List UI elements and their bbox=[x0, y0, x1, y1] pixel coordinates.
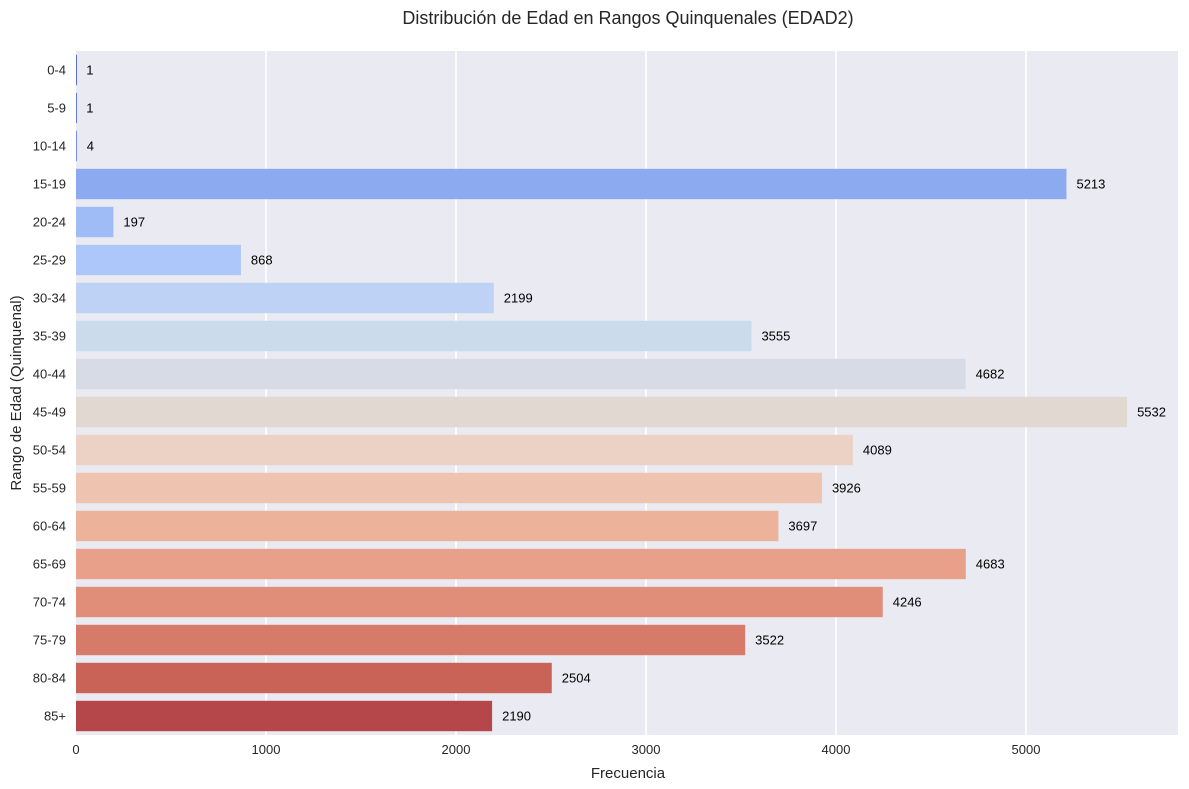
y-tick-label: 30-34 bbox=[33, 291, 66, 306]
bars bbox=[76, 54, 1128, 732]
y-tick-label: 25-29 bbox=[33, 253, 66, 268]
x-tick-label: 2000 bbox=[442, 742, 471, 757]
bar-30-34 bbox=[76, 282, 494, 314]
data-label-20-24: 197 bbox=[123, 215, 145, 230]
bar-35-39 bbox=[76, 320, 752, 352]
data-label-80-84: 2504 bbox=[562, 671, 591, 686]
data-label-60-64: 3697 bbox=[788, 519, 817, 534]
data-labels: 1 1 4 5213 197 868 2199 3555 4682 5532 4089 3926 369… bbox=[86, 63, 1166, 724]
gridlines bbox=[265, 51, 1027, 735]
y-tick-label: 35-39 bbox=[33, 329, 66, 344]
y-tick-label: 75-79 bbox=[33, 633, 66, 648]
data-label-45-49: 5532 bbox=[1137, 405, 1166, 420]
y-tick-label: 5-9 bbox=[47, 101, 66, 116]
y-axis-title: Rango de Edad (Quinquenal) bbox=[8, 295, 25, 490]
bar-80-84 bbox=[76, 662, 552, 694]
bar-75-79 bbox=[76, 624, 746, 656]
data-label-40-44: 4682 bbox=[976, 367, 1005, 382]
data-label-5-9: 1 bbox=[86, 101, 93, 116]
bar-25-29 bbox=[76, 244, 241, 276]
bar-60-64 bbox=[76, 510, 779, 542]
x-tick-label: 1000 bbox=[252, 742, 281, 757]
data-label-25-29: 868 bbox=[251, 253, 273, 268]
y-tick-label: 65-69 bbox=[33, 557, 66, 572]
data-label-35-39: 3555 bbox=[761, 329, 790, 344]
bar-40-44 bbox=[76, 358, 966, 390]
bar-85+ bbox=[76, 700, 493, 732]
y-tick-label: 55-59 bbox=[33, 481, 66, 496]
bar-55-59 bbox=[76, 472, 822, 504]
bar-50-54 bbox=[76, 434, 853, 466]
data-label-30-34: 2199 bbox=[504, 291, 533, 306]
y-tick-label: 0-4 bbox=[47, 63, 66, 78]
y-tick-label: 80-84 bbox=[33, 671, 66, 686]
x-tick-label: 4000 bbox=[822, 742, 851, 757]
y-tick-label: 40-44 bbox=[33, 367, 66, 382]
x-tick-label: 5000 bbox=[1012, 742, 1041, 757]
y-tick-label: 15-19 bbox=[33, 177, 66, 192]
y-tick-label: 45-49 bbox=[33, 405, 66, 420]
bar-5-9 bbox=[76, 92, 77, 124]
chart-title: Distribución de Edad en Rangos Quinquena… bbox=[402, 8, 853, 28]
y-tick-label: 60-64 bbox=[33, 519, 66, 534]
y-tick-label: 70-74 bbox=[33, 595, 66, 610]
x-tick-labels: 0 1000 2000 3000 4000 5000 bbox=[72, 742, 1040, 757]
data-label-0-4: 1 bbox=[86, 63, 93, 78]
bar-70-74 bbox=[76, 586, 883, 618]
bar-65-69 bbox=[76, 548, 966, 580]
data-label-50-54: 4089 bbox=[863, 443, 892, 458]
data-label-15-19: 5213 bbox=[1076, 177, 1105, 192]
data-label-70-74: 4246 bbox=[893, 595, 922, 610]
data-label-75-79: 3522 bbox=[755, 633, 784, 648]
bar-20-24 bbox=[76, 206, 114, 238]
x-tick-label: 0 bbox=[72, 742, 79, 757]
bar-10-14 bbox=[76, 130, 77, 162]
bar-15-19 bbox=[76, 168, 1067, 200]
bar-0-4 bbox=[76, 54, 77, 86]
y-tick-label: 10-14 bbox=[33, 139, 66, 154]
x-tick-label: 3000 bbox=[632, 742, 661, 757]
data-label-55-59: 3926 bbox=[832, 481, 861, 496]
y-tick-label: 50-54 bbox=[33, 443, 66, 458]
x-axis-title: Frecuencia bbox=[591, 765, 666, 782]
plot-area bbox=[76, 51, 1178, 735]
y-tick-labels: 0-4 5-9 10-14 15-19 20-24 25-29 30-34 35-39 40-4… bbox=[33, 63, 66, 724]
data-label-10-14: 4 bbox=[87, 139, 94, 154]
bar-45-49 bbox=[76, 396, 1128, 428]
y-tick-label: 20-24 bbox=[33, 215, 66, 230]
data-label-85+: 2190 bbox=[502, 709, 531, 724]
data-label-65-69: 4683 bbox=[976, 557, 1005, 572]
y-tick-label: 85+ bbox=[44, 709, 66, 724]
